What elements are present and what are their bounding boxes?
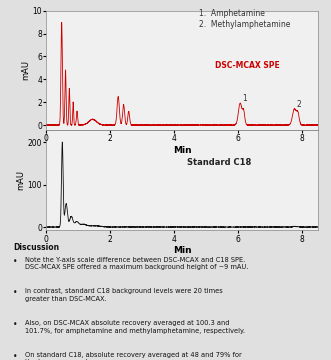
Text: 1: 1: [242, 94, 247, 103]
Text: •: •: [13, 257, 18, 266]
X-axis label: Min: Min: [173, 145, 191, 154]
Text: 2: 2: [296, 100, 301, 109]
Text: 2.  Methylamphetamine: 2. Methylamphetamine: [199, 20, 290, 29]
Text: On standard C18, absolute recovery averaged at 48 and 79% for
the two compounds.: On standard C18, absolute recovery avera…: [25, 352, 242, 360]
Text: In contrast, standard C18 background levels were 20 times
greater than DSC-MCAX.: In contrast, standard C18 background lev…: [25, 288, 222, 302]
Text: Note the Y-axis scale difference between DSC-MCAX and C18 SPE.
DSC-MCAX SPE offe: Note the Y-axis scale difference between…: [25, 257, 248, 270]
Text: 1.  Amphetamine: 1. Amphetamine: [199, 9, 264, 18]
Text: •: •: [13, 352, 18, 360]
Text: Also, on DSC-MCAX absolute recovery averaged at 100.3 and
101.7%, for amphetamin: Also, on DSC-MCAX absolute recovery aver…: [25, 320, 245, 333]
Text: DSC-MCAX SPE: DSC-MCAX SPE: [214, 61, 279, 70]
Y-axis label: mAU: mAU: [21, 60, 30, 80]
Text: Discussion: Discussion: [13, 243, 59, 252]
Text: •: •: [13, 288, 18, 297]
Y-axis label: mAU: mAU: [16, 170, 25, 190]
Text: Standard C18: Standard C18: [187, 158, 252, 167]
X-axis label: Min: Min: [173, 246, 191, 255]
Text: •: •: [13, 320, 18, 329]
